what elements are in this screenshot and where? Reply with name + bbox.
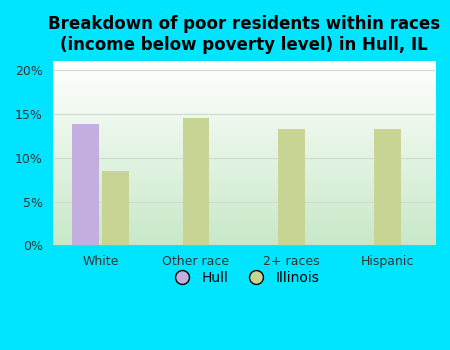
Bar	[183, 118, 209, 245]
Bar	[374, 128, 400, 245]
Bar	[278, 128, 305, 245]
Title: Breakdown of poor residents within races
(income below poverty level) in Hull, I: Breakdown of poor residents within races…	[48, 15, 440, 54]
Legend: Hull, Illinois: Hull, Illinois	[162, 265, 325, 290]
Bar	[72, 124, 99, 245]
Bar	[102, 171, 129, 245]
